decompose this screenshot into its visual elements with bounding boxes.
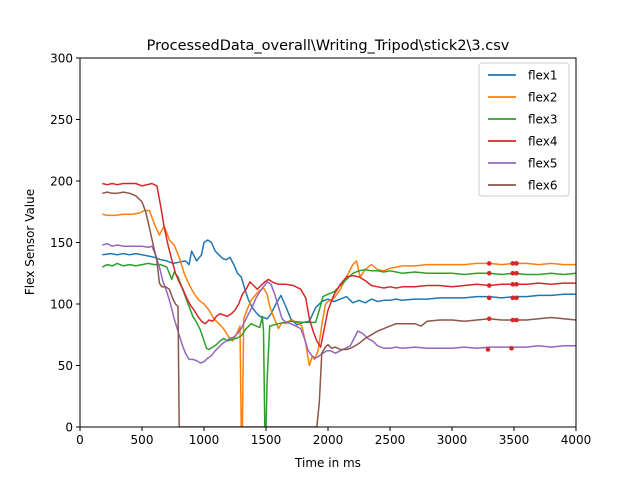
series-line-flex1 [102, 239, 576, 326]
y-tick-label-2: 100 [50, 298, 73, 312]
marker-layer [485, 261, 519, 352]
y-tick-label-0: 0 [65, 421, 73, 435]
legend-label-flex2: flex2 [528, 91, 557, 105]
x-tick-label-4: 2000 [313, 433, 344, 447]
legend-label-flex3: flex3 [528, 113, 557, 127]
x-tick-label-7: 3500 [499, 433, 530, 447]
marker-point-4 [486, 270, 492, 276]
series-layer [101, 182, 576, 427]
marker-point-9 [510, 282, 516, 287]
marker-point-10 [510, 270, 516, 276]
legend-label-flex5: flex5 [528, 157, 557, 171]
marker-point-1 [486, 316, 492, 322]
chart-title: ProcessedData_overall\Writing_Tripod\sti… [147, 38, 510, 54]
marker-point-0 [485, 347, 491, 352]
x-tick-label-6: 3000 [437, 433, 468, 447]
y-axis: 0 50 100 150 200 250 300 [50, 52, 80, 435]
marker-point-3 [486, 283, 492, 288]
series-line-flex6 [102, 191, 576, 427]
legend: flex1 flex2 flex3 flex4 flex5 flex6 [478, 62, 570, 197]
legend-label-flex1: flex1 [528, 69, 557, 83]
x-tick-label-5: 2500 [375, 433, 406, 447]
x-tick-label-1: 500 [131, 433, 154, 447]
marker-point-16 [514, 261, 519, 266]
x-tick-label-8: 4000 [561, 433, 592, 447]
x-axis: 0 500 1000 1500 2000 2500 3000 3500 4000 [76, 427, 591, 447]
x-axis-label: Time in ms [294, 456, 361, 470]
marker-point-7 [510, 317, 516, 323]
marker-point-11 [510, 261, 516, 266]
marker-point-8 [510, 295, 516, 301]
legend-label-flex6: flex6 [528, 179, 557, 193]
x-tick-label-3: 1500 [251, 433, 282, 447]
marker-point-13 [514, 295, 519, 301]
y-axis-label: Flex Sensor Value [23, 189, 37, 295]
x-tick-label-2: 1000 [189, 433, 220, 447]
y-tick-label-4: 200 [50, 175, 73, 189]
x-tick-label-0: 0 [76, 433, 84, 447]
marker-point-6 [509, 345, 514, 351]
y-tick-label-1: 50 [58, 359, 73, 373]
series-line-flex2 [102, 209, 576, 427]
y-tick-label-3: 150 [50, 236, 73, 250]
series-line-flex4 [102, 182, 576, 348]
marker-point-12 [514, 317, 519, 323]
marker-point-14 [514, 282, 519, 287]
legend-frame [478, 62, 570, 197]
y-tick-label-5: 250 [50, 113, 73, 127]
series-line-flex3 [101, 262, 576, 427]
marker-point-5 [486, 261, 492, 266]
series-line-flex5 [102, 242, 576, 364]
marker-point-15 [514, 270, 519, 276]
legend-label-flex4: flex4 [528, 135, 557, 149]
marker-point-2 [486, 295, 492, 301]
y-tick-label-6: 300 [50, 52, 73, 66]
